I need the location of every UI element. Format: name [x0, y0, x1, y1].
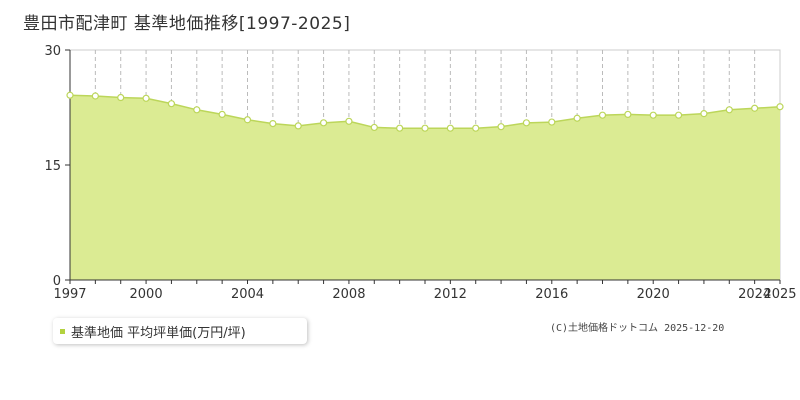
data-point: [497, 123, 505, 131]
x-tick-label: 2012: [434, 287, 467, 302]
data-point: [522, 119, 531, 127]
chart-legend: 基準地価 平均坪単価(万円/坪): [53, 318, 307, 344]
data-point: [573, 114, 581, 122]
data-point: [66, 91, 74, 99]
x-tick-label: 2004: [231, 287, 264, 302]
data-point: [446, 124, 454, 132]
data-point: [649, 111, 657, 119]
x-tick-label: 2008: [332, 287, 365, 302]
x-tick-label: 2024: [738, 287, 771, 302]
y-tick-label: 15: [44, 159, 61, 174]
x-tick-label: 2000: [130, 287, 163, 302]
series-area: [70, 95, 780, 280]
data-point: [751, 104, 759, 112]
data-point: [117, 93, 125, 102]
data-point: [167, 100, 176, 108]
data-point: [674, 111, 683, 119]
data-point: [725, 106, 733, 114]
data-point: [548, 118, 556, 126]
chart-title: 豊田市配津町 基準地価推移[1997-2025]: [23, 14, 351, 34]
credit-text: (C)土地価格ドットコム 2025-12-20: [550, 323, 725, 334]
x-tick-label: 2025: [763, 287, 796, 302]
data-point: [396, 124, 404, 132]
data-point: [472, 124, 480, 132]
data-point: [193, 106, 201, 114]
x-tick-label: 2016: [535, 287, 568, 302]
data-point: [218, 110, 226, 119]
y-tick-label: 30: [44, 44, 61, 59]
data-point: [243, 116, 252, 124]
legend-marker: [60, 328, 65, 334]
data-point: [700, 110, 708, 118]
x-tick-label: 1997: [53, 287, 86, 302]
data-point: [624, 110, 632, 119]
data-point: [370, 123, 378, 132]
data-point: [142, 94, 150, 102]
data-point: [598, 111, 607, 119]
legend-label: 基準地価 平均坪単価(万円/坪): [71, 325, 246, 341]
x-tick-label: 2020: [637, 287, 670, 302]
data-point: [269, 119, 277, 128]
data-point: [776, 103, 784, 111]
data-point: [345, 117, 353, 125]
data-point: [421, 124, 429, 132]
data-point: [294, 122, 302, 130]
y-tick-label: 0: [53, 274, 61, 289]
data-point: [91, 92, 99, 100]
data-point: [319, 119, 328, 127]
